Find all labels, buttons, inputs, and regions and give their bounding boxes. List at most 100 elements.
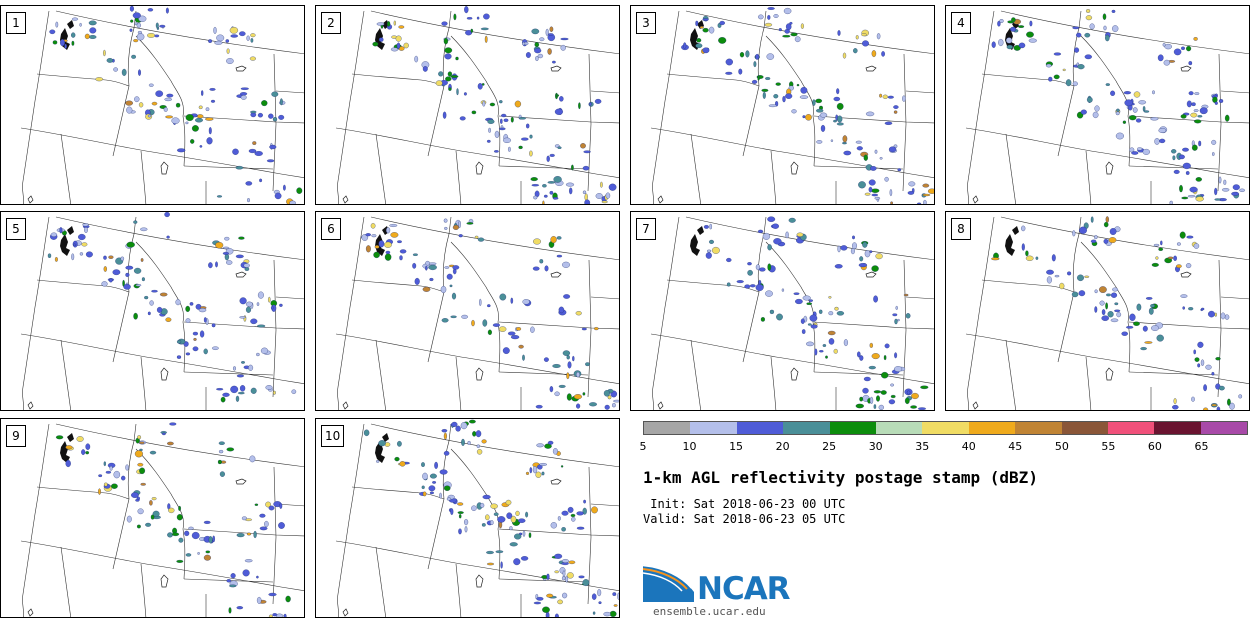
reflectivity-echo: [185, 121, 189, 125]
reflectivity-echo: [101, 281, 108, 287]
reflectivity-echo: [522, 41, 526, 46]
reflectivity-echo: [1021, 243, 1025, 251]
reflectivity-echo: [726, 282, 731, 287]
panel-number: 5: [6, 218, 26, 240]
colorbar-tick-label: 55: [1101, 440, 1116, 453]
reflectivity-echo: [205, 107, 210, 112]
lake-outline: [342, 608, 349, 617]
reflectivity-echo: [1148, 307, 1154, 315]
reflectivity-echo: [253, 530, 257, 539]
reflectivity-echo: [827, 330, 836, 336]
colorbar: [643, 421, 1248, 435]
reflectivity-echo: [166, 93, 174, 98]
reflectivity-echo: [441, 429, 448, 433]
state-boundary: [1128, 371, 1219, 376]
reflectivity-echo: [471, 319, 475, 327]
reflectivity-echo: [482, 494, 491, 500]
reflectivity-echo: [582, 392, 586, 396]
reflectivity-echo: [450, 508, 454, 515]
reflectivity-echo: [605, 192, 611, 199]
puget-sound-coastline: [1005, 226, 1019, 256]
reflectivity-echo: [389, 224, 398, 227]
reflectivity-echo: [1072, 230, 1076, 237]
reflectivity-echo: [1193, 37, 1198, 41]
reflectivity-echo: [189, 302, 194, 306]
reflectivity-echo: [250, 387, 257, 394]
state-boundary: [450, 35, 501, 167]
reflectivity-echo: [760, 317, 765, 322]
map-canvas: [335, 216, 619, 410]
reflectivity-echo: [718, 37, 727, 44]
reflectivity-echo: [145, 522, 152, 527]
reflectivity-echo: [500, 118, 503, 124]
reflectivity-echo: [1182, 306, 1185, 310]
reflectivity-echo: [1084, 32, 1091, 38]
reflectivity-echo: [753, 61, 757, 68]
reflectivity-echo: [1232, 184, 1240, 191]
reflectivity-echo: [443, 37, 449, 45]
reflectivity-echo: [892, 313, 898, 317]
reflectivity-echo: [137, 508, 144, 515]
figure-title: 1-km AGL reflectivity postage stamp (dBZ…: [643, 468, 1038, 487]
state-boundary: [112, 85, 130, 157]
reflectivity-echo: [1158, 128, 1167, 133]
reflectivity-echo: [257, 112, 263, 118]
reflectivity-echo: [1152, 90, 1155, 95]
reflectivity-echo: [1197, 115, 1203, 118]
reflectivity-echo: [226, 58, 234, 64]
reflectivity-echo: [547, 440, 554, 445]
reflectivity-echo: [1112, 287, 1119, 292]
state-boundary: [905, 296, 934, 300]
reflectivity-echo: [363, 429, 370, 437]
reflectivity-echo: [613, 604, 618, 607]
reflectivity-echo: [871, 188, 880, 193]
reflectivity-echo: [55, 435, 64, 440]
lake-outline: [972, 195, 979, 204]
colorbar-segment: [690, 422, 737, 434]
reflectivity-echo: [573, 394, 582, 400]
reflectivity-echo: [863, 154, 868, 161]
state-boundary: [127, 423, 137, 500]
reflectivity-echo: [828, 311, 834, 316]
reflectivity-echo: [802, 115, 806, 119]
reflectivity-echo: [696, 38, 702, 43]
reflectivity-echo: [123, 283, 131, 290]
reflectivity-echo: [762, 232, 771, 240]
reflectivity-echo: [159, 292, 168, 297]
reflectivity-echo: [816, 108, 824, 113]
reflectivity-echo: [1223, 179, 1227, 185]
reflectivity-echo: [816, 140, 823, 144]
state-boundary: [36, 486, 130, 500]
reflectivity-echo: [536, 443, 544, 448]
reflectivity-echo: [422, 66, 428, 72]
reflectivity-echo: [256, 352, 260, 357]
reflectivity-echo: [553, 176, 562, 183]
colorbar-segment: [1107, 422, 1155, 434]
reflectivity-echo: [50, 232, 58, 237]
reflectivity-echo: [578, 102, 581, 110]
reflectivity-echo: [767, 216, 776, 222]
reflectivity-echo: [991, 41, 996, 48]
reflectivity-echo: [759, 267, 766, 272]
reflectivity-echo: [455, 56, 459, 61]
reflectivity-echo: [501, 113, 507, 118]
reflectivity-echo: [1164, 43, 1172, 50]
reflectivity-echo: [836, 311, 845, 316]
reflectivity-echo: [1182, 162, 1191, 170]
reflectivity-echo: [396, 42, 401, 50]
reflectivity-echo: [105, 470, 112, 474]
state-boundary: [272, 53, 277, 192]
reflectivity-echo: [769, 309, 775, 315]
reflectivity-echo: [444, 226, 448, 230]
reflectivity-echo: [725, 58, 733, 66]
reflectivity-echo: [373, 251, 380, 259]
reflectivity-echo: [499, 293, 507, 301]
reflectivity-echo: [576, 371, 580, 378]
reflectivity-echo: [476, 444, 480, 448]
reflectivity-echo: [1208, 310, 1215, 318]
reflectivity-echo: [466, 222, 474, 225]
colorbar-tick-label: 65: [1194, 440, 1209, 453]
state-boundary: [967, 216, 995, 410]
lake-outline: [1105, 161, 1114, 175]
reflectivity-echo: [890, 383, 894, 387]
